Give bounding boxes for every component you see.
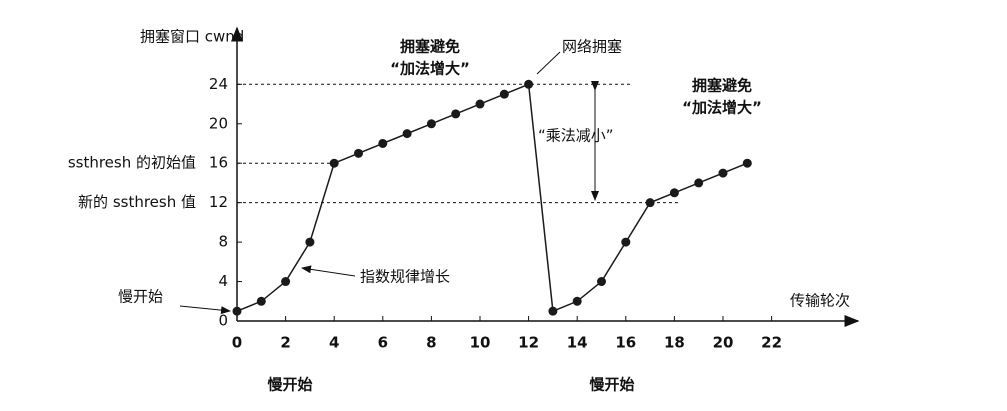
pointer [301, 265, 356, 277]
pointer [179, 305, 231, 315]
y-tick-label: 24 [209, 75, 228, 93]
data-point [232, 306, 242, 316]
y-tick-label: 16 [209, 154, 228, 172]
data-point [354, 148, 363, 158]
data-point [281, 277, 291, 287]
x-tick-label: 8 [426, 334, 436, 352]
annotation: ssthresh 的初始值 [68, 154, 196, 172]
x-tick-label: 18 [664, 334, 685, 352]
data-point [742, 158, 752, 168]
annotation: 拥塞避免 [692, 77, 752, 95]
x-tick-label: 16 [615, 334, 636, 352]
data-point [572, 296, 582, 306]
data-point [378, 138, 388, 148]
data-point [669, 188, 679, 198]
annotation: 拥塞避免 [400, 38, 460, 56]
x-tick-label: 10 [470, 334, 491, 352]
x-tick-label: 14 [567, 334, 588, 352]
series-line [236, 83, 748, 313]
x-tick-label: 6 [378, 334, 388, 352]
data-point [256, 296, 266, 306]
x-tick-label: 4 [329, 334, 339, 352]
y-tick-label: 20 [209, 114, 228, 132]
y-axis-label: 拥塞窗口 cwnd [140, 28, 244, 46]
data-point [402, 129, 412, 139]
data-point [597, 277, 606, 287]
data-point [499, 89, 509, 99]
x-tick-label: 22 [761, 334, 782, 352]
annotation: 网络拥塞 [562, 38, 622, 56]
x-tick-label: 12 [518, 334, 539, 352]
data-point [548, 306, 558, 316]
annotation: 慢开始 [118, 288, 163, 306]
pointer [536, 51, 561, 75]
data-point [718, 168, 728, 178]
x-tick-label: 20 [713, 334, 734, 352]
y-tick-label: 4 [218, 272, 228, 290]
x-tick-label: 0 [232, 334, 242, 352]
annotation: 新的 ssthresh 值 [78, 193, 196, 211]
data-point [451, 109, 461, 119]
x-axis-label: 传输轮次 [790, 292, 850, 310]
x-tick-label: 2 [280, 334, 290, 352]
data-point [329, 158, 339, 168]
data-point [524, 79, 534, 89]
y-tick-label: 12 [209, 193, 228, 211]
annotation: “加法增大” [390, 60, 470, 78]
annotation: 慢开始 [589, 376, 634, 394]
data-point [426, 119, 436, 129]
y-tick-label: 0 [218, 312, 228, 330]
y-tick-label: 8 [218, 233, 228, 251]
annotation: “加法增大” [682, 99, 762, 117]
annotation: 指数规律增长 [360, 268, 450, 286]
data-point [475, 99, 485, 109]
data-point [645, 198, 655, 208]
data-point [694, 178, 704, 188]
data-point [305, 237, 315, 247]
annotation: 慢开始 [267, 376, 312, 394]
annotation: “乘法减小” [538, 127, 614, 145]
data-point [621, 237, 631, 247]
